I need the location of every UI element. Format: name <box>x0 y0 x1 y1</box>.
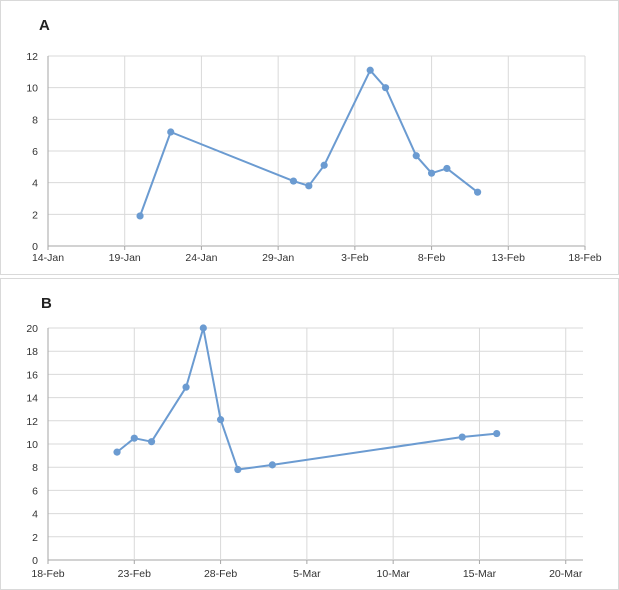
x-tick-label: 29-Jan <box>262 252 294 264</box>
chart-panel-a: A <box>0 0 619 275</box>
y-tick-label: 2 <box>32 209 38 221</box>
panel-label-b: B <box>41 295 52 312</box>
series-line <box>116 327 497 471</box>
x-tick-label: 18-Feb <box>568 252 601 264</box>
x-tick-label: 20-Mar <box>549 568 583 580</box>
y-tick-label: 16 <box>26 369 38 381</box>
line-chart-b: 0 2 4 6 8 10 12 14 16 18 20 18-Feb 23-Feb 28-Feb 5-Mar… <box>26 323 583 580</box>
data-point <box>320 161 328 169</box>
data-point <box>427 169 436 177</box>
data-point <box>305 182 313 190</box>
line-chart-a: 0 2 4 6 8 10 12 14-Jan 19-Jan 24-Jan 29-Jan 3-Feb 8-… <box>26 51 601 264</box>
x-tick-label: 14-Jan <box>32 252 64 264</box>
data-point <box>147 438 156 446</box>
y-tick-label: 8 <box>32 114 38 126</box>
x-tick-label: 23-Feb <box>118 568 151 580</box>
y-tick-label: 20 <box>26 323 38 335</box>
series-line <box>139 69 479 217</box>
x-tick-label: 19-Jan <box>109 252 141 264</box>
y-tick-label: 10 <box>26 83 38 95</box>
data-point <box>366 66 374 74</box>
y-tick-label: 12 <box>26 51 38 63</box>
data-point <box>199 324 207 332</box>
x-tick-label: 8-Feb <box>418 252 446 264</box>
data-point <box>113 448 121 456</box>
y-tick-label: 0 <box>32 555 38 567</box>
chart-panel-b: B <box>0 278 619 590</box>
data-point <box>182 383 190 391</box>
data-point <box>381 84 390 92</box>
x-tick-label: 15-Mar <box>463 568 497 580</box>
y-tick-label: 8 <box>32 462 38 474</box>
x-tick-label: 28-Feb <box>204 568 237 580</box>
data-point <box>136 212 144 220</box>
x-tick-label: 13-Feb <box>492 252 525 264</box>
y-tick-label: 2 <box>32 532 38 544</box>
y-tick-label: 6 <box>32 146 38 158</box>
y-tick-label: 0 <box>32 241 38 253</box>
y-tick-label: 10 <box>26 439 38 451</box>
data-point <box>167 128 175 136</box>
data-point <box>216 416 225 424</box>
data-point <box>289 177 298 185</box>
y-tick-label: 12 <box>26 416 38 428</box>
data-point <box>458 433 466 441</box>
data-point <box>268 461 276 469</box>
x-tick-label: 18-Feb <box>31 568 64 580</box>
y-tick-label: 6 <box>32 485 38 497</box>
panel-label-a: A <box>39 17 50 34</box>
y-tick-label: 4 <box>32 509 38 521</box>
x-tick-label: 3-Feb <box>341 252 369 264</box>
x-tick-label: 24-Jan <box>185 252 217 264</box>
x-tick-label: 5-Mar <box>293 568 321 580</box>
data-point <box>493 429 501 438</box>
data-point <box>443 164 451 173</box>
data-point <box>130 434 138 442</box>
data-point <box>474 188 482 196</box>
data-point <box>412 152 420 160</box>
y-tick-label: 18 <box>26 346 38 358</box>
y-tick-label: 14 <box>26 393 38 405</box>
y-tick-label: 4 <box>32 178 38 190</box>
x-tick-label: 10-Mar <box>377 568 411 580</box>
data-point <box>234 465 242 474</box>
